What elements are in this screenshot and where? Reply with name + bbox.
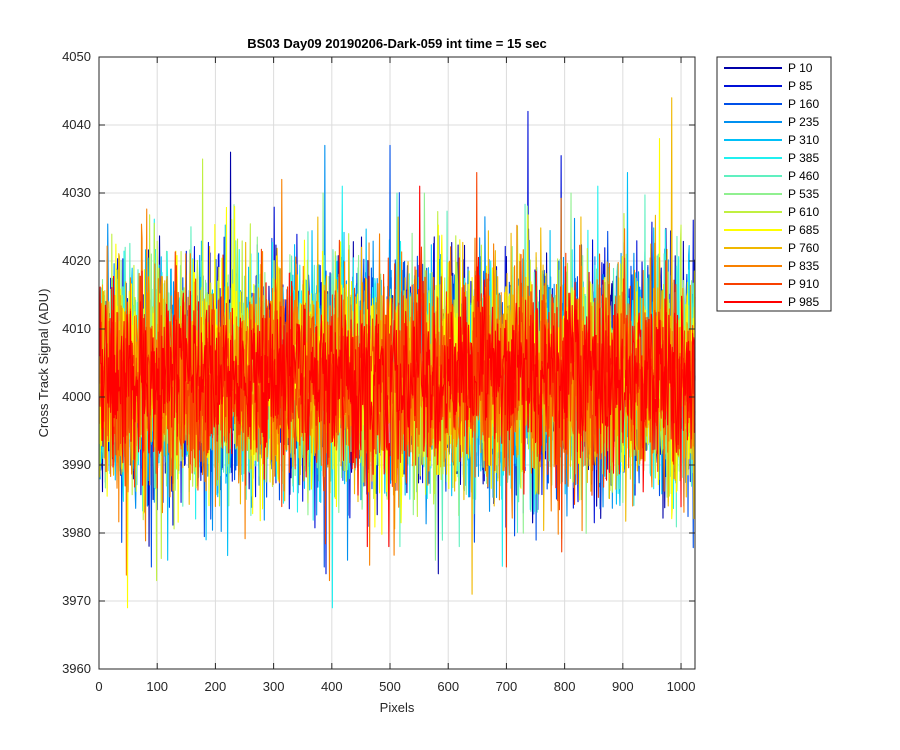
legend-entry: P 10 (788, 61, 813, 75)
series-layer (99, 97, 696, 609)
x-tick-label: 600 (437, 679, 459, 694)
x-tick-label: 100 (146, 679, 168, 694)
y-tick-label: 4010 (62, 321, 91, 336)
x-axis-label: Pixels (380, 700, 415, 715)
x-tick-label: 200 (205, 679, 227, 694)
legend-entry: P 160 (788, 97, 819, 111)
legend-entry: P 235 (788, 115, 819, 129)
legend-entry: P 760 (788, 241, 819, 255)
y-tick-label: 4030 (62, 185, 91, 200)
chart-title: BS03 Day09 20190206-Dark-059 int time = … (247, 36, 547, 51)
x-tick-label: 1000 (667, 679, 696, 694)
legend-entry: P 835 (788, 259, 819, 273)
x-tick-label: 300 (263, 679, 285, 694)
y-tick-label: 3980 (62, 525, 91, 540)
legend: P 10 P 85 P 160 P 235 P 310 P 385 P 460 P 535 P … (716, 56, 832, 312)
legend-entry: P 685 (788, 223, 819, 237)
y-tick-label: 4000 (62, 389, 91, 404)
x-tick-label: 500 (379, 679, 401, 694)
legend-entry: P 310 (788, 133, 819, 147)
x-tick-label: 800 (554, 679, 576, 694)
x-tick-label: 900 (612, 679, 634, 694)
x-tick-label: 400 (321, 679, 343, 694)
y-tick-label: 4050 (62, 49, 91, 64)
y-ticks: 3960 3970 3980 3990 4000 4010 4020 4030 4040 4050 (62, 49, 695, 676)
legend-entry: P 985 (788, 295, 819, 309)
plot-frame (98, 56, 696, 670)
series-line-p985 (99, 185, 696, 548)
x-ticks: 0 100 200 300 400 500 600 700 800 900 1000 (95, 57, 695, 694)
legend-entry: P 535 (788, 187, 819, 201)
y-tick-label: 3970 (62, 593, 91, 608)
legend-entry: P 85 (788, 79, 813, 93)
y-axis-label: Cross Track Signal (ADU) (36, 289, 51, 438)
y-tick-label: 4040 (62, 117, 91, 132)
legend-entry: P 610 (788, 205, 819, 219)
y-tick-label: 3990 (62, 457, 91, 472)
legend-entry: P 385 (788, 151, 819, 165)
y-tick-label: 4020 (62, 253, 91, 268)
y-tick-label: 3960 (62, 661, 91, 676)
legend-entry: P 910 (788, 277, 819, 291)
x-tick-label: 700 (496, 679, 518, 694)
legend-entry: P 460 (788, 169, 819, 183)
legend-box (716, 56, 832, 312)
x-tick-label: 0 (95, 679, 102, 694)
